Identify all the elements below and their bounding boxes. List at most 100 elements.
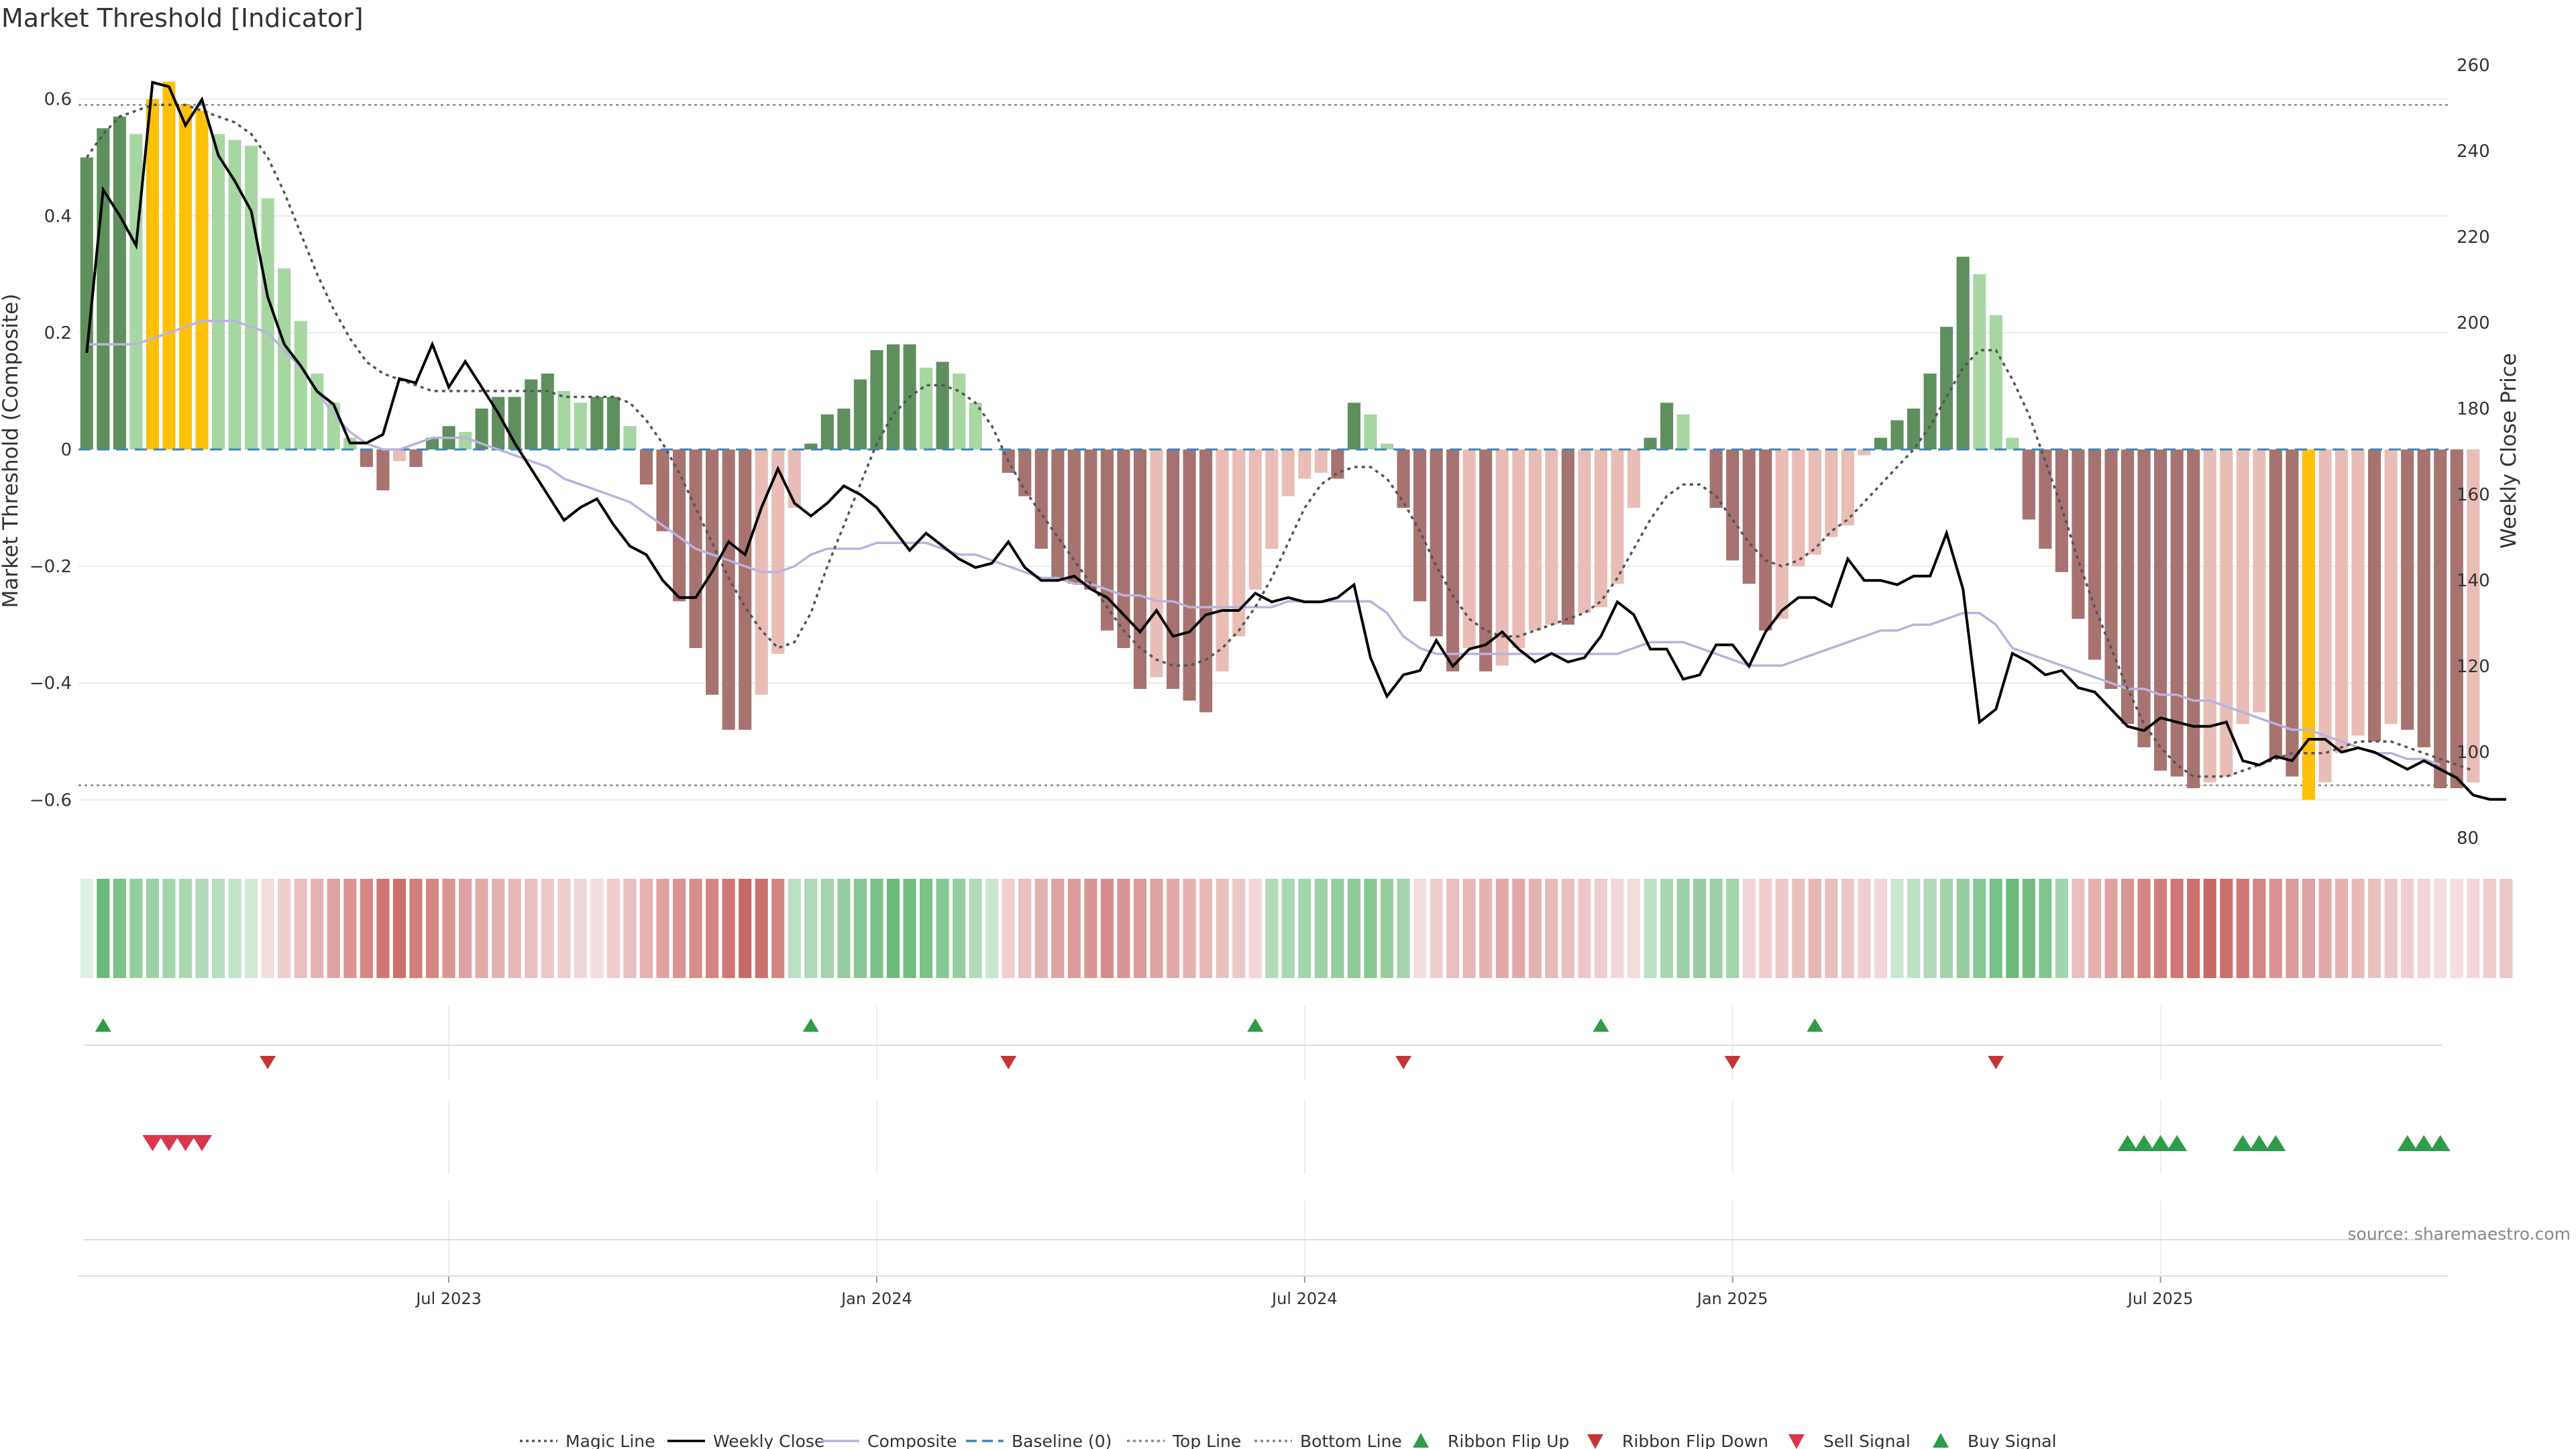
legend-swatch-8 <box>1788 1434 1805 1449</box>
y-left-tick-5: −0.4 <box>30 674 72 694</box>
ribbon-cell-83 <box>1446 879 1460 978</box>
ribbon-cell-31 <box>590 879 604 978</box>
composite-bar-142 <box>2417 449 2430 747</box>
composite-bar-106 <box>1825 449 1838 537</box>
weekly-close-line <box>85 80 2506 801</box>
ribbon-cell-52 <box>936 879 949 978</box>
composite-bar-60 <box>1067 449 1081 584</box>
composite-bar-102 <box>1759 449 1772 631</box>
legend: Magic Line Weekly Close Composite Baseline … <box>520 1432 2057 1449</box>
ribbon-cell-42 <box>771 879 785 978</box>
ribbon-cell-65 <box>1150 879 1163 978</box>
legend-label-8: Sell Signal <box>1823 1432 1911 1449</box>
composite-bar-78 <box>1364 414 1377 449</box>
composite-bar-88 <box>1528 449 1542 631</box>
ribbon-cell-26 <box>508 879 521 978</box>
ribbon-cell-29 <box>557 879 571 978</box>
ribbon-cell-62 <box>1100 879 1114 978</box>
buy-signal-marker-4 <box>2233 1135 2253 1151</box>
composite-bar-129 <box>2203 449 2216 783</box>
composite-bar-145 <box>2467 449 2480 783</box>
ribbon-cell-132 <box>2253 879 2266 978</box>
ribbon-cell-128 <box>2187 879 2200 978</box>
y-axis-right-label: Weekly Close Price <box>2497 353 2521 549</box>
legend-label-6: Ribbon Flip Up <box>1448 1432 1569 1449</box>
composite-bar-107 <box>1841 449 1855 526</box>
ribbon-cell-76 <box>1331 879 1344 978</box>
buy-signal-marker-0 <box>2117 1135 2138 1151</box>
ribbon-cell-2 <box>113 879 126 978</box>
composite-line <box>87 319 2441 766</box>
ribbon-cell-129 <box>2203 879 2216 978</box>
ribbon-cell-25 <box>492 879 505 978</box>
composite-bar-114 <box>1956 256 1970 449</box>
composite-bar-137 <box>2334 449 2349 753</box>
y-left-tick-3: 0 <box>60 440 72 460</box>
ribbon-cell-102 <box>1759 879 1772 978</box>
ribbon-cell-106 <box>1825 879 1838 978</box>
ribbon-flip-up-marker-3 <box>1593 1018 1609 1032</box>
ribbon-cell-6 <box>178 879 193 978</box>
ribbon-cell-11 <box>261 879 274 978</box>
composite-bar-80 <box>1397 449 1410 508</box>
composite-bar-79 <box>1380 443 1394 449</box>
composite-bar-1 <box>97 128 110 450</box>
ribbon-cell-3 <box>129 879 143 978</box>
composite-bar-116 <box>1989 315 2002 449</box>
y-right-tick-6: 140 <box>2457 571 2490 591</box>
buy-signal-marker-7 <box>2397 1135 2418 1151</box>
composite-bar-43 <box>788 449 801 508</box>
ribbon-cell-50 <box>903 879 916 978</box>
composite-bar-90 <box>1561 449 1574 625</box>
composite-bar-69 <box>1216 449 1229 672</box>
ribbon-cell-9 <box>228 879 241 978</box>
grid-lines <box>78 98 2449 1275</box>
ribbon-cell-58 <box>1034 879 1048 978</box>
y-right-tick-5: 160 <box>2457 485 2490 505</box>
composite-bar-139 <box>2368 449 2381 742</box>
composite-bar-81 <box>1413 449 1427 602</box>
ribbon-cell-30 <box>574 879 587 978</box>
ribbon-cell-19 <box>392 879 406 978</box>
sell-signal-marker-0 <box>142 1135 163 1151</box>
composite-bar-108 <box>1858 449 1871 455</box>
ribbon-cell-146 <box>2483 879 2496 978</box>
legend-label-9: Buy Signal <box>1968 1432 2057 1449</box>
ribbon-cell-78 <box>1364 879 1377 978</box>
ribbon-cell-40 <box>739 879 752 978</box>
composite-bar-17 <box>360 449 373 468</box>
ribbon-cell-22 <box>442 879 455 978</box>
ribbon-cell-122 <box>2088 879 2102 978</box>
ribbon-cell-69 <box>1216 879 1229 978</box>
ribbon-cell-27 <box>525 879 538 978</box>
ribbon-cell-140 <box>2384 879 2398 978</box>
ribbon-cell-90 <box>1561 879 1574 978</box>
composite-bar-131 <box>2236 449 2249 724</box>
ribbon-cell-98 <box>1693 879 1707 978</box>
composite-bar-103 <box>1775 449 1788 619</box>
source-label: source: sharemaestro.com <box>2348 1224 2571 1244</box>
ribbon-cell-60 <box>1067 879 1081 978</box>
ribbon-cell-0 <box>80 879 93 978</box>
buy-signal-marker-1 <box>2134 1135 2155 1151</box>
composite-bar-44 <box>804 443 818 449</box>
composite-bar-7 <box>195 111 209 449</box>
composite-bar-95 <box>1644 437 1657 449</box>
composite-bar-10 <box>245 146 258 449</box>
composite-bar-115 <box>1973 274 1986 449</box>
composite-bar-101 <box>1742 449 1756 584</box>
ribbon-cell-46 <box>837 879 851 978</box>
ribbon-cell-61 <box>1084 879 1097 978</box>
ribbon-cell-45 <box>820 879 834 978</box>
composite-bar-85 <box>1479 449 1493 672</box>
ribbon-cell-1 <box>97 879 110 978</box>
ribbon-cell-110 <box>1890 879 1904 978</box>
composite-bar-113 <box>1940 327 1953 449</box>
ribbon-cell-44 <box>804 879 818 978</box>
ribbon-cell-53 <box>953 879 966 978</box>
ribbon-cell-86 <box>1495 879 1509 978</box>
ribbon-cell-73 <box>1281 879 1295 978</box>
ribbon-cell-64 <box>1133 879 1147 978</box>
ribbon-cell-104 <box>1792 879 1805 978</box>
